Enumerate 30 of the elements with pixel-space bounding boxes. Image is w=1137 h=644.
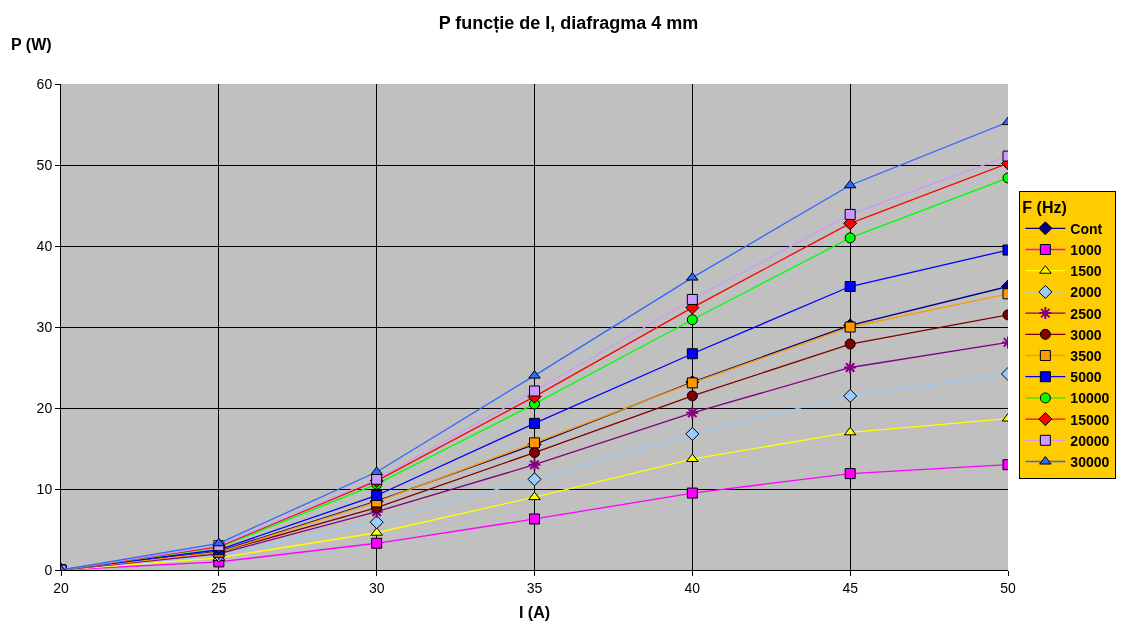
legend-label: 10000 bbox=[1070, 390, 1110, 407]
chart-title: P funcție de I, diafragma 4 mm bbox=[438, 12, 699, 33]
legend-label: Cont bbox=[1070, 220, 1103, 237]
legend-label: 2000 bbox=[1070, 284, 1102, 301]
y-tick-label: 50 bbox=[36, 156, 53, 173]
x-tick-label: 20 bbox=[53, 579, 69, 596]
legend-label: 1500 bbox=[1070, 263, 1102, 280]
x-tick-label: 30 bbox=[368, 579, 385, 596]
x-tick-label: 50 bbox=[1000, 579, 1016, 596]
y-tick-label: 10 bbox=[36, 480, 53, 497]
x-tick-label: 40 bbox=[684, 579, 701, 596]
y-tick-label: 40 bbox=[36, 237, 53, 254]
legend-label: 30000 bbox=[1070, 453, 1110, 470]
y-axis-title: P (W) bbox=[11, 36, 52, 53]
legend-label: 20000 bbox=[1070, 432, 1110, 449]
legend-label: 3500 bbox=[1070, 347, 1102, 364]
y-tick-label: 30 bbox=[36, 318, 53, 335]
y-tick-label: 60 bbox=[36, 75, 53, 92]
y-tick-label: 20 bbox=[36, 399, 53, 416]
x-tick-label: 35 bbox=[526, 579, 543, 596]
x-tick-label: 45 bbox=[842, 579, 859, 596]
x-axis-title: I (A) bbox=[518, 604, 551, 622]
x-tick-label: 25 bbox=[211, 579, 227, 596]
legend-title: F (Hz) bbox=[1022, 198, 1067, 216]
legend-label: 2500 bbox=[1070, 305, 1102, 322]
legend-label: 5000 bbox=[1070, 369, 1102, 386]
legend-label: 15000 bbox=[1070, 411, 1110, 428]
legend-label: 3000 bbox=[1070, 326, 1102, 343]
y-tick-label: 0 bbox=[44, 561, 53, 578]
legend-label: 1000 bbox=[1070, 241, 1102, 258]
